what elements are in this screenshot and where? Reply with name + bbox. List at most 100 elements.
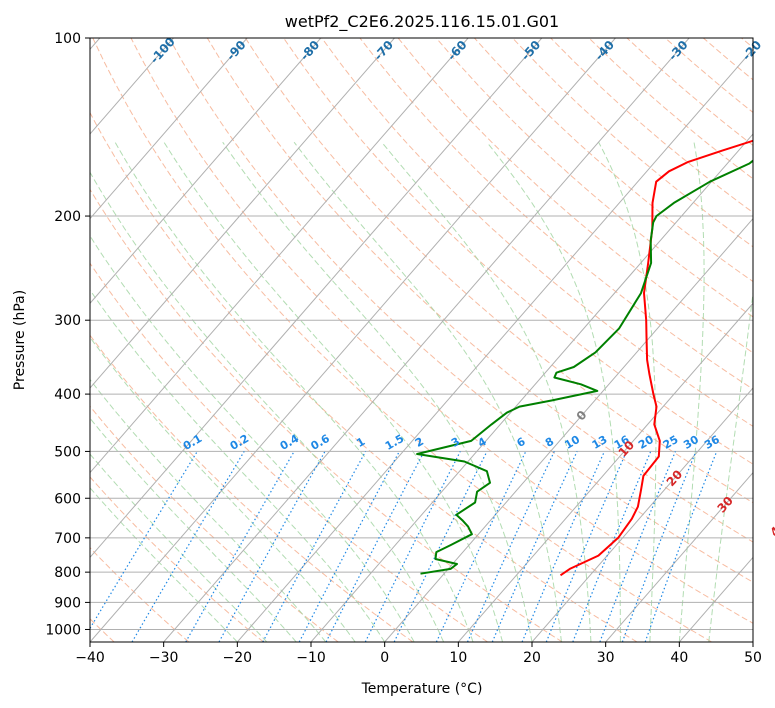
- isotherm-label: -80: [297, 38, 322, 63]
- moist-adiabat: [90, 378, 327, 642]
- mixing-ratio-label: 0.6: [309, 432, 333, 453]
- x-tick-label: −40: [75, 650, 105, 666]
- y-tick-label: 400: [54, 387, 81, 403]
- isotherm-label: -50: [518, 38, 543, 63]
- temperature-profile: [559, 139, 753, 577]
- mixing-ratio-label: 0.4: [278, 432, 302, 453]
- chart-title: wetPf2_C2E6.2025.116.15.01.G01: [285, 12, 559, 32]
- dewpoint-profile: [416, 159, 753, 575]
- dry-adiabat: [90, 334, 414, 642]
- x-tick-label: 0: [380, 650, 389, 666]
- dry-adiabat: [90, 476, 264, 642]
- moist-adiabat: [708, 289, 753, 642]
- dry-adiabat: [359, 38, 753, 390]
- dry-adiabat: [130, 38, 753, 624]
- isotherm-line: [752, 641, 753, 642]
- data-lines: [416, 139, 753, 577]
- isotherm-label: -60: [445, 38, 470, 63]
- isotherm-line: [163, 38, 690, 642]
- dry-adiabat: [702, 38, 753, 81]
- dry-adiabat: [741, 38, 753, 49]
- plot-frame: [89, 37, 754, 643]
- dry-adiabat: [92, 38, 712, 642]
- axes: −40 −30 −20 −10 0 10 20 30 40 5010020030040050060…: [45, 31, 762, 666]
- x-tick-label: −20: [223, 650, 253, 666]
- isotherm-label: -100: [147, 35, 177, 67]
- mixing-ratio-line: [491, 451, 578, 642]
- isotherm-line: [90, 38, 543, 559]
- dry-adiabat: [664, 38, 753, 114]
- isotherm-label: -40: [592, 38, 617, 63]
- mixing-ratio-line: [644, 451, 718, 642]
- y-tick-label: 700: [54, 531, 81, 547]
- x-tick-label: 10: [449, 650, 467, 666]
- y-tick-label: 500: [54, 444, 81, 460]
- isotherm-line: [236, 48, 753, 642]
- mixing-ratio-line: [90, 451, 198, 630]
- dry-adiabat: [588, 38, 753, 180]
- x-axis-label: Temperature (°C): [361, 681, 483, 697]
- mixing-ratio-label: 10: [562, 433, 582, 452]
- x-tick-label: 40: [670, 650, 688, 666]
- mixing-ratio-line: [599, 451, 676, 642]
- isotherm-line: [90, 38, 616, 642]
- y-tick-label: 1000: [45, 622, 81, 638]
- isotherm-label: 0: [574, 408, 590, 424]
- mixing-ratio-line: [393, 451, 488, 642]
- moist-adiabat: [381, 141, 592, 642]
- y-tick-label: 200: [54, 209, 81, 225]
- isotherm-line: [531, 387, 753, 642]
- isotherm-line: [90, 38, 322, 305]
- x-tick-label: 30: [597, 650, 615, 666]
- mixing-ratio-line: [185, 451, 295, 642]
- y-tick-label: 100: [54, 31, 81, 47]
- y-axis-label: Pressure (hPa): [12, 290, 28, 390]
- mixing-ratio-line: [466, 451, 555, 642]
- mixing-ratio-label: 6: [514, 435, 527, 450]
- mixing-ratio-line: [364, 451, 461, 642]
- x-tick-label: −10: [296, 650, 326, 666]
- y-tick-label: 600: [54, 491, 81, 507]
- isotherm-label: 40: [767, 518, 775, 540]
- isotherm-line: [678, 556, 753, 642]
- mixing-ratio-line: [218, 451, 326, 642]
- mixing-ratio-label: 36: [702, 433, 722, 452]
- dry-adiabat: [90, 262, 488, 642]
- isotherm-line: [457, 302, 753, 642]
- mixing-ratio-label: 0.1: [181, 432, 204, 453]
- isotherm-label: -90: [224, 38, 249, 63]
- isotherm-line: [605, 471, 753, 642]
- isotherm-label: -70: [371, 38, 396, 63]
- mixing-ratio-label: 20: [636, 433, 656, 452]
- mixing-ratio-line: [621, 451, 697, 642]
- isotherm-label: 30: [714, 494, 736, 516]
- mixing-ratio-label: 30: [681, 433, 701, 452]
- x-tick-label: 50: [744, 650, 762, 666]
- mixing-ratio-line: [435, 451, 527, 642]
- dry-adiabat: [90, 111, 638, 642]
- dry-adiabat: [474, 38, 753, 283]
- mixing-ratio-label: 3: [449, 435, 462, 450]
- mixing-ratio-label: 4: [476, 435, 489, 450]
- mixing-ratio-label: 13: [590, 433, 610, 452]
- dry-adiabat: [321, 38, 753, 427]
- isotherm-line: [384, 217, 753, 642]
- moist-adiabat: [90, 487, 238, 642]
- dry-adiabat: [397, 38, 753, 354]
- x-tick-label: −30: [149, 650, 179, 666]
- mixing-ratio-line: [572, 451, 652, 642]
- mixing-ratio-line: [521, 451, 605, 642]
- isotherm-label: -20: [739, 38, 764, 63]
- dry-adiabat: [283, 38, 753, 465]
- mixing-ratio-label: 2: [413, 435, 426, 450]
- y-tick-label: 900: [54, 595, 81, 611]
- moist-adiabat: [222, 141, 533, 642]
- dry-adiabat: [512, 38, 753, 248]
- isotherm-line: [90, 38, 469, 474]
- moist-adiabat: [90, 417, 297, 642]
- dry-adiabat: [206, 38, 753, 543]
- background-lines: [90, 38, 753, 642]
- dry-adiabat: [90, 188, 563, 642]
- isotherm-line: [90, 38, 395, 389]
